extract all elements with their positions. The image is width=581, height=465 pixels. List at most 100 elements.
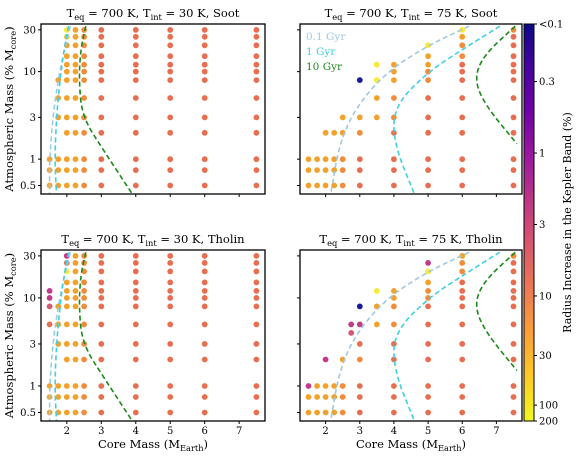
data-point — [201, 95, 208, 101]
data-point — [253, 279, 260, 286]
y-tick-label: 30 — [23, 25, 36, 36]
data-point — [391, 77, 397, 83]
data-point — [98, 33, 105, 40]
data-point — [322, 356, 329, 363]
data-point — [356, 303, 363, 310]
colorbar-bar — [523, 23, 535, 422]
data-point — [459, 409, 466, 416]
data-point — [459, 356, 466, 363]
data-point — [63, 288, 70, 294]
plot-frame — [299, 249, 523, 422]
data-point — [356, 409, 363, 416]
data-point — [132, 253, 139, 259]
data-point — [459, 303, 466, 310]
data-point — [510, 33, 517, 40]
data-point — [201, 295, 208, 301]
colorbar: <0.1 0.3 1 3 10 30 100 200 Radius Increase in th… — [523, 20, 574, 428]
data-point — [132, 288, 139, 294]
data-point — [81, 321, 87, 328]
data-point — [72, 167, 79, 174]
data-point — [201, 182, 208, 189]
x-tick-label: 4 — [133, 426, 139, 437]
panel-1: 0.5 1 3 10 30 Teq = 700 K, Tint = 30 K, Soot A… — [2, 6, 266, 197]
data-point — [81, 409, 87, 416]
data-point — [132, 260, 139, 266]
colorbar-tick-label: 200 — [539, 417, 558, 428]
data-point — [55, 167, 62, 174]
data-point — [98, 77, 105, 83]
data-point — [253, 182, 260, 189]
data-point — [132, 95, 139, 101]
y-tick-label: 10 — [23, 293, 36, 304]
data-point — [201, 260, 208, 266]
data-point — [331, 394, 338, 400]
data-point — [167, 253, 174, 259]
data-points — [46, 253, 260, 416]
data-point — [391, 156, 397, 163]
data-point — [72, 77, 79, 83]
data-point — [510, 295, 517, 301]
data-point — [46, 288, 53, 294]
data-point — [331, 167, 338, 174]
data-point — [132, 279, 139, 286]
data-point — [132, 156, 139, 163]
data-point — [46, 156, 53, 163]
data-point — [72, 383, 79, 389]
data-point — [72, 268, 79, 275]
data-point — [132, 268, 139, 275]
data-point — [63, 409, 70, 416]
data-point — [356, 394, 363, 400]
data-point — [63, 394, 70, 400]
y-tick-label: 30 — [23, 251, 36, 262]
data-point — [425, 321, 431, 328]
x-tick-label: 2 — [64, 426, 70, 437]
data-point — [98, 182, 105, 189]
data-point — [510, 53, 517, 60]
x-tick-label: 3 — [357, 426, 363, 437]
data-point — [253, 27, 260, 33]
data-point — [167, 61, 174, 68]
age-curve — [329, 251, 470, 421]
colorbar-tick-label: 30 — [539, 351, 552, 362]
data-point — [459, 279, 466, 286]
data-point — [98, 61, 105, 68]
data-point — [132, 114, 139, 121]
x-axis-label: Core Mass (MEarth) — [98, 437, 208, 453]
data-point — [510, 260, 517, 266]
data-point — [391, 95, 397, 101]
data-point — [305, 156, 312, 163]
data-point — [132, 53, 139, 60]
colorbar-tick-label: 0.3 — [539, 77, 555, 88]
data-point — [510, 182, 517, 189]
data-point — [167, 409, 174, 416]
data-point — [167, 114, 174, 121]
data-point — [339, 156, 346, 163]
data-point — [339, 167, 346, 174]
data-point — [253, 253, 260, 259]
data-point — [253, 341, 260, 347]
data-point — [459, 95, 466, 101]
data-point — [167, 53, 174, 60]
data-point — [98, 253, 105, 259]
data-point — [63, 129, 70, 136]
data-point — [201, 61, 208, 68]
data-point — [510, 129, 517, 136]
data-point — [46, 295, 53, 301]
data-point — [253, 321, 260, 328]
data-point — [459, 182, 466, 189]
data-point — [55, 383, 62, 389]
data-point — [72, 27, 79, 33]
data-point — [132, 321, 139, 328]
data-point — [167, 77, 174, 83]
data-point — [373, 95, 380, 101]
data-point — [72, 260, 79, 266]
data-point — [167, 279, 174, 286]
data-point — [98, 129, 105, 136]
data-point — [356, 114, 363, 121]
y-axis-label: Atmospheric Mass (% Mcore) — [2, 253, 18, 419]
data-point — [201, 321, 208, 328]
data-point — [81, 129, 87, 136]
data-point — [356, 321, 363, 328]
data-point — [253, 303, 260, 310]
